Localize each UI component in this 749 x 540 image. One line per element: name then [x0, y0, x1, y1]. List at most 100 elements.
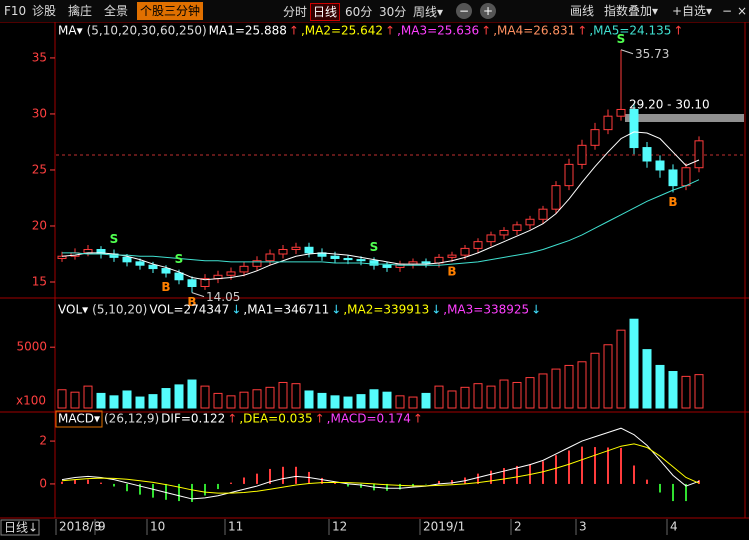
x-tick-label: 2018/8 — [59, 520, 101, 534]
candle-body — [304, 246, 314, 254]
legend-params: (5,10,20,30,60,250) — [87, 24, 207, 38]
volume-bar — [356, 394, 366, 409]
volume-bar — [577, 361, 587, 409]
volume-bar — [109, 395, 119, 409]
candle-body — [122, 256, 132, 263]
volume-bar — [616, 329, 626, 409]
y-tick-label: 30 — [32, 106, 47, 120]
tool[interactable]: 画线 — [570, 4, 595, 18]
legend-item: DIF=0.122 — [161, 412, 225, 426]
volume-bar — [330, 395, 340, 409]
legend-item: VOL=274347 — [149, 303, 229, 317]
extreme-pointer — [191, 292, 205, 298]
volume-bar — [369, 389, 379, 409]
highlight-tool[interactable]: 个股三分钟 — [137, 2, 204, 20]
candle-body — [343, 257, 353, 261]
volume-bar — [564, 364, 574, 409]
signal: B — [668, 195, 677, 209]
volume-bar — [460, 386, 470, 409]
legend-item: MA1=25.888 — [209, 24, 287, 38]
period-button[interactable]: 30分 — [379, 5, 407, 19]
volume-bar — [57, 389, 67, 409]
volume-bar — [603, 344, 613, 409]
candle-body — [538, 208, 548, 220]
unit-label: x100 — [16, 394, 46, 408]
legend-item: ,DEA=0.035 — [239, 412, 312, 426]
tool[interactable]: 指数叠加▾ — [604, 4, 659, 18]
volume-bar — [421, 392, 431, 409]
volume-bar — [551, 368, 561, 409]
zoom-button[interactable]: − — [456, 3, 472, 19]
candle-body — [356, 259, 366, 262]
candle-body — [460, 247, 470, 256]
candle-body — [681, 167, 691, 187]
legend-title: VOL▾ — [58, 303, 88, 317]
period-button[interactable]: 周线▾ — [413, 5, 444, 19]
x-tick-label: 11 — [228, 520, 243, 534]
legend-item: ,MACD=0.174 — [327, 412, 411, 426]
legend-arrow: ↑ — [385, 24, 395, 38]
legend-arrow: ↑ — [481, 24, 491, 38]
signal: S — [175, 252, 184, 266]
x-tick-label: 9 — [98, 520, 106, 534]
legend-item: ,MA3=338925 — [443, 303, 529, 317]
zoom-button[interactable]: + — [480, 3, 496, 19]
tool[interactable]: F10 — [4, 4, 27, 18]
legend-title: MACD▾ — [58, 412, 100, 426]
volume-bar — [226, 395, 236, 409]
y-tick-label: 20 — [32, 218, 47, 232]
period-button[interactable]: 分时 — [283, 5, 308, 19]
x-tick-label: 3 — [579, 520, 587, 534]
candle-body — [57, 255, 67, 259]
legend-params: (5,10,20) — [92, 303, 147, 317]
window-button[interactable]: − — [722, 4, 733, 18]
volume-bar — [200, 385, 210, 409]
max-label: 35.73 — [635, 47, 669, 61]
legend-arrow: ↓ — [231, 303, 241, 317]
candle-body — [616, 108, 626, 117]
signal: B — [447, 264, 456, 278]
tool[interactable]: +自选▾ — [672, 4, 713, 18]
volume-bar — [408, 396, 418, 409]
dif-line — [61, 427, 700, 500]
legend-item: ,MA3=25.636 — [397, 24, 479, 38]
period-label: 日线↓ — [4, 521, 38, 535]
y-tick-label: 2 — [39, 434, 47, 448]
candle-body — [421, 261, 431, 264]
candle-body — [642, 147, 652, 162]
legend-arrow: ↓ — [531, 303, 541, 317]
volume-bar — [304, 390, 314, 409]
volume-bar — [447, 390, 457, 409]
window-button[interactable]: × — [737, 4, 748, 18]
extreme-pointer — [620, 49, 634, 55]
volume-bar — [655, 364, 665, 409]
volume-bar — [161, 388, 171, 409]
volume-bar — [473, 383, 483, 409]
volume-bar — [70, 391, 80, 409]
volume-bar — [213, 392, 223, 409]
tool[interactable]: 诊股 — [32, 4, 57, 18]
tool[interactable]: 擒庄 — [68, 4, 93, 18]
volume-bar — [148, 394, 158, 409]
legend-arrow: ↓ — [331, 303, 341, 317]
volume-bar — [512, 381, 522, 409]
volume-bar — [395, 395, 405, 409]
period-button[interactable]: 日线 — [310, 3, 341, 21]
candle-body — [252, 260, 262, 267]
legend-title-box — [55, 410, 103, 428]
volume-bar — [668, 371, 678, 409]
candle-body — [226, 271, 236, 276]
legend-arrow: ↑ — [227, 412, 237, 426]
candle-body — [187, 279, 197, 287]
legend-item: ,MA4=26.831 — [493, 24, 575, 38]
legend-item: ,MA5=24.135 — [589, 24, 671, 38]
candle-body — [382, 264, 392, 268]
period-button[interactable]: 60分 — [345, 5, 373, 19]
x-tick-label: 2 — [514, 520, 522, 534]
tool[interactable]: 全景 — [104, 4, 129, 18]
candle-body — [486, 234, 496, 243]
price-band — [625, 114, 744, 122]
period-box — [0, 519, 40, 536]
y-tick-label: 15 — [32, 275, 47, 289]
